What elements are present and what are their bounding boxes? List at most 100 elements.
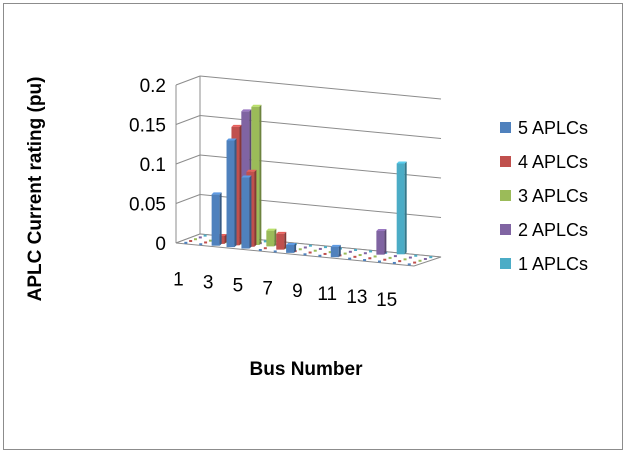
bar-zero <box>388 256 392 259</box>
bar <box>226 138 237 248</box>
bar-zero <box>383 258 387 261</box>
bar-zero <box>273 250 277 253</box>
bar <box>276 231 287 250</box>
legend-label: 1 APLCs <box>518 254 588 274</box>
bar-top <box>226 138 237 141</box>
bar <box>211 192 222 246</box>
bar-front <box>376 230 385 255</box>
bar-top <box>330 244 341 247</box>
bar-zero <box>414 254 418 257</box>
bar <box>376 228 387 255</box>
x-tick-label: 9 <box>292 281 303 302</box>
bar-zero <box>203 234 207 237</box>
bar-side <box>254 169 257 247</box>
bar-zero <box>348 257 352 260</box>
bar-top <box>276 231 287 234</box>
y-tick-label: 0.2 <box>140 76 166 97</box>
bars <box>184 104 433 266</box>
x-tick-label: 15 <box>376 290 397 311</box>
x-axis-ticks: 1 3 5 7 9 11 13 15 <box>173 270 397 311</box>
bar-zero <box>377 260 381 263</box>
bar-side <box>294 242 297 253</box>
bar-zero <box>423 257 427 260</box>
legend-item: 3 APLCs <box>500 186 588 206</box>
legend-swatch <box>500 258 511 269</box>
bar-top <box>266 228 277 231</box>
bar-front <box>276 233 285 250</box>
bar-zero <box>348 250 352 253</box>
gridline-side <box>175 75 201 86</box>
bar-zero <box>313 249 317 252</box>
bar-zero <box>303 253 307 256</box>
x-tick-label: 11 <box>317 284 337 305</box>
bar-side <box>384 228 387 255</box>
bar <box>286 242 297 253</box>
legend-label: 5 APLCs <box>518 118 588 138</box>
bar-zero <box>303 246 307 249</box>
bar-top <box>211 192 222 195</box>
x-tick-label: 7 <box>262 278 273 299</box>
bar-zero <box>193 238 197 241</box>
bar-top <box>286 242 297 245</box>
legend-label: 2 APLCs <box>518 220 588 240</box>
legend-item: 1 APLCs <box>500 254 588 274</box>
legend-label: 3 APLCs <box>518 186 588 206</box>
x-axis-title: Bus Number <box>250 359 364 380</box>
bar-top <box>396 161 407 164</box>
bar-zero <box>258 249 262 252</box>
bar <box>241 175 252 249</box>
legend-swatch <box>500 156 511 167</box>
bar-zero <box>393 255 397 258</box>
bar-zero <box>408 256 412 259</box>
bar-top <box>246 169 257 172</box>
bar-zero <box>418 259 422 262</box>
bar-zero <box>298 248 302 251</box>
legend-swatch <box>500 122 511 133</box>
bar-zero <box>208 239 212 242</box>
bar-front <box>211 194 220 246</box>
bar-side <box>234 138 237 248</box>
y-tick-label: 0 <box>155 234 166 255</box>
legend: 5 APLCs 4 APLCs 3 APLCs 2 APLCs 1 APLCs <box>500 118 588 274</box>
bar <box>330 244 341 258</box>
bar-zero <box>368 257 372 260</box>
gridline <box>199 115 442 139</box>
bar-zero <box>363 252 367 255</box>
bar-zero <box>429 256 433 259</box>
x-tick-label: 5 <box>233 275 244 296</box>
chart-area: 0 0.05 0.1 0.15 0.2 1 3 5 7 9 11 13 15 Bus Number A… <box>3 3 623 450</box>
legend-swatch <box>500 224 511 235</box>
y-axis-title: APLC Current rating (pu) <box>25 77 46 302</box>
bar-zero <box>204 241 208 244</box>
y-tick-label: 0.05 <box>129 195 166 216</box>
bar-top <box>231 124 242 127</box>
bar-side <box>239 124 242 246</box>
bar-zero <box>308 244 312 247</box>
chart-svg: 00.050.10.150.2 1 3 5 7 9 11 13 15 Bus Number A… <box>25 75 588 380</box>
bar-zero <box>198 236 202 239</box>
bar-zero <box>353 255 357 258</box>
bar-zero <box>392 261 396 264</box>
bar-zero <box>369 250 373 253</box>
bar-side <box>284 231 287 250</box>
gridline <box>199 75 442 100</box>
bar-side <box>224 233 227 244</box>
legend-item: 2 APLCs <box>500 220 588 240</box>
bar-zero <box>407 263 411 266</box>
bar-zero <box>189 240 193 243</box>
y-axis-ticks: 0 0.05 0.1 0.15 0.2 <box>129 76 166 255</box>
bar-front <box>266 230 275 247</box>
legend-label: 4 APLCs <box>518 152 588 172</box>
bar-zero <box>358 254 362 257</box>
x-tick-label: 3 <box>203 273 214 294</box>
legend-item: 5 APLCs <box>500 118 588 138</box>
bar-zero <box>323 246 327 249</box>
bar-zero <box>199 243 203 246</box>
bar-side <box>249 175 252 249</box>
legend-item: 4 APLCs <box>500 152 588 172</box>
bar <box>396 161 407 255</box>
bar-zero <box>323 252 327 255</box>
bar-side <box>259 104 262 245</box>
gridline-side <box>175 115 201 125</box>
bar-side <box>274 228 277 247</box>
